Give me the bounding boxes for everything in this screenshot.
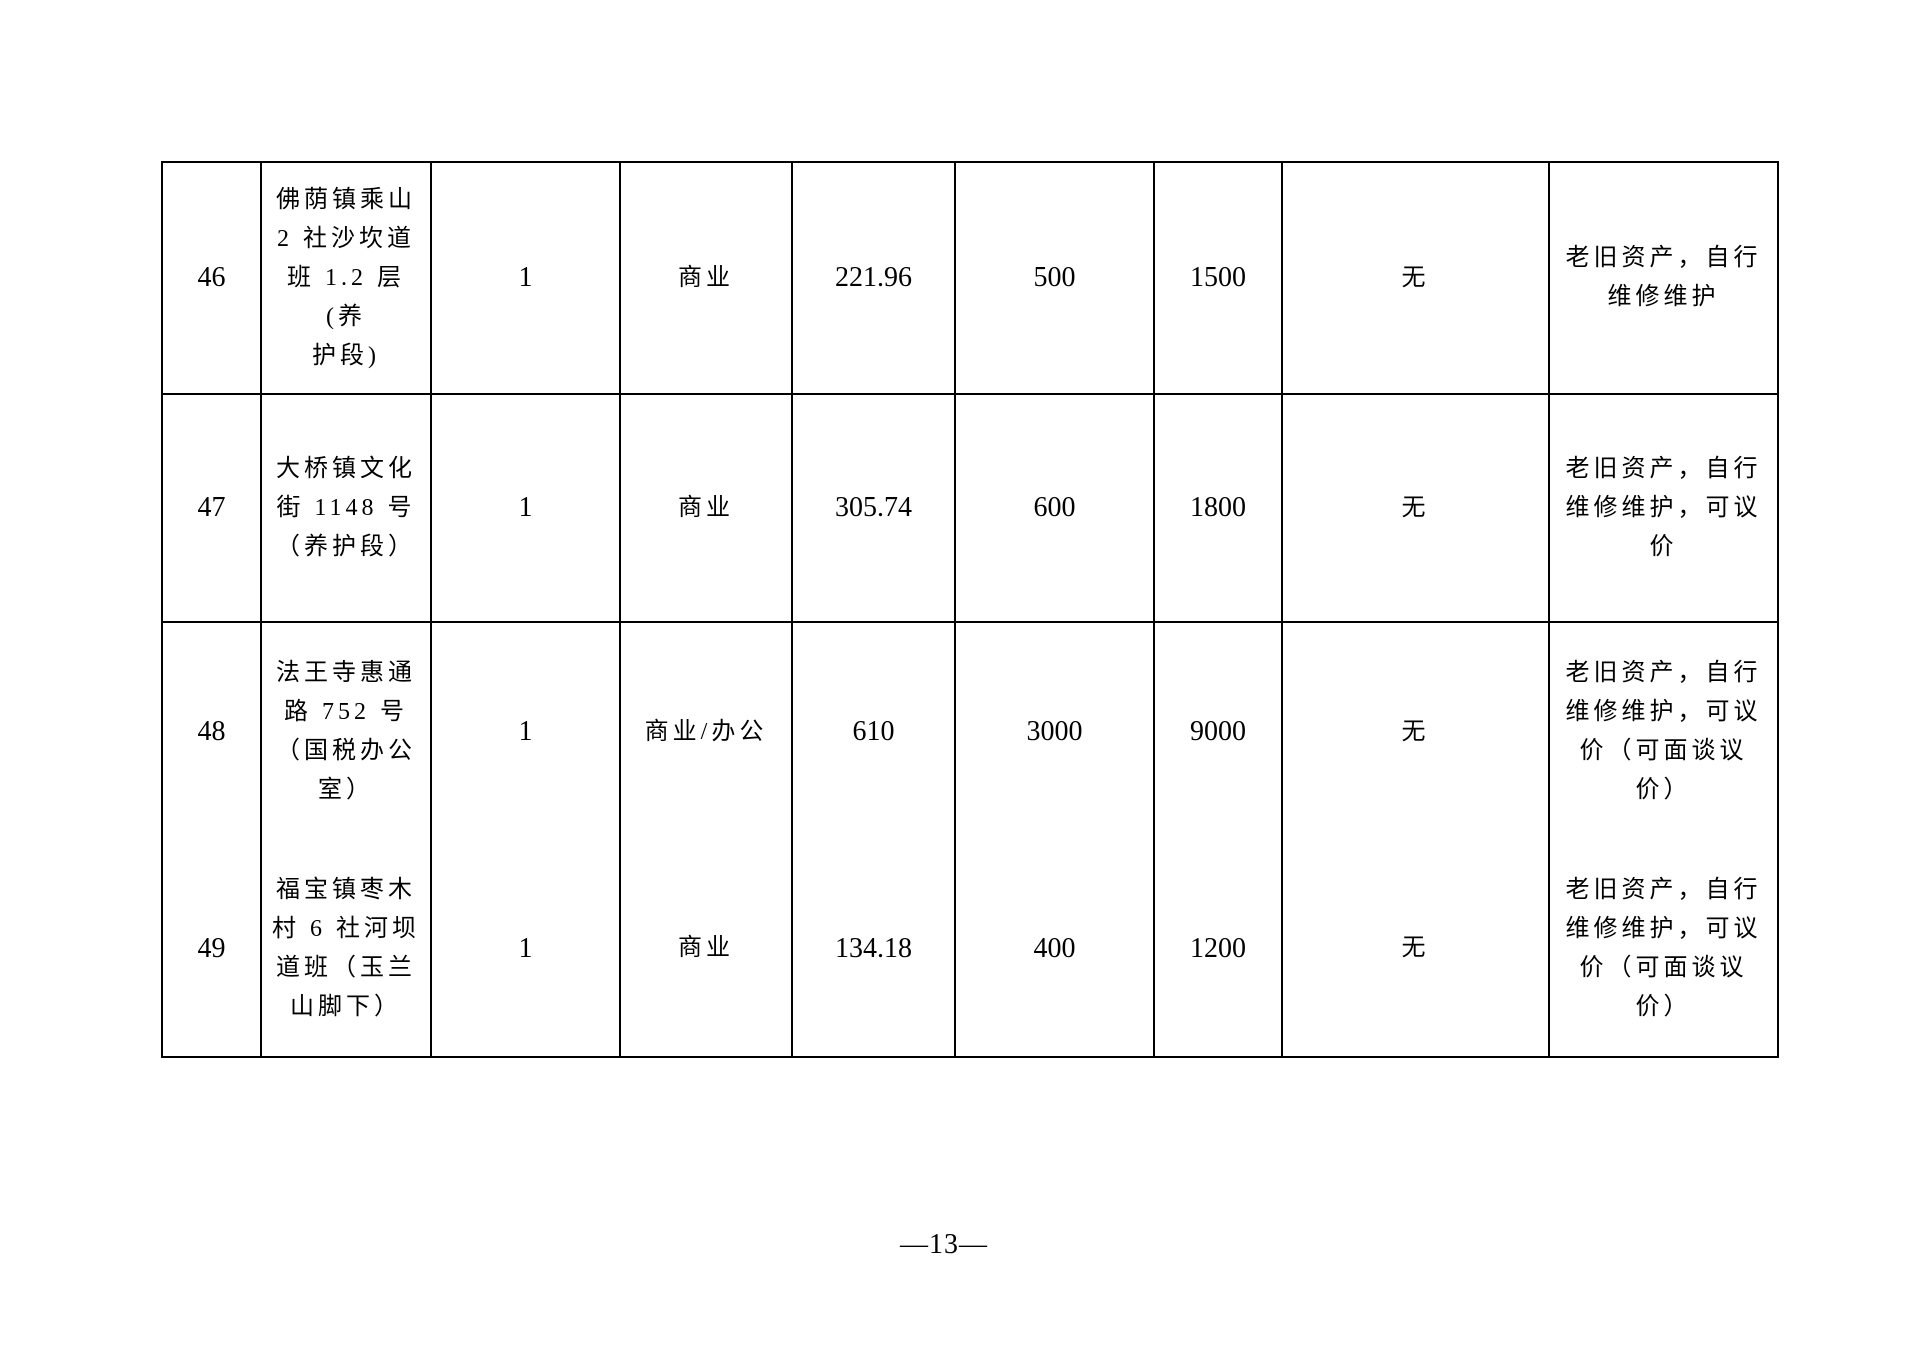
usage-cell: 商业	[619, 161, 793, 395]
extra-cell: 无	[1281, 840, 1550, 1058]
seq-cell: 48	[161, 621, 262, 841]
value2-cell: 1800	[1153, 393, 1283, 623]
name-cell: 大桥镇文化 街 1148 号 （养护段）	[260, 393, 432, 623]
value2-cell: 1200	[1153, 840, 1283, 1058]
remark-cell: 老旧资产，自行 维修维护，可议 价	[1548, 393, 1779, 623]
value2-cell: 9000	[1153, 621, 1283, 841]
table-row-47: 47 大桥镇文化 街 1148 号 （养护段） 1 商业 305.74 600 …	[161, 393, 1779, 623]
value2-cell: 1500	[1153, 161, 1283, 395]
seq-cell: 47	[161, 393, 262, 623]
area-cell: 610	[791, 621, 956, 841]
remark-cell: 老旧资产，自行 维修维护	[1548, 161, 1779, 395]
extra-cell: 无	[1281, 621, 1550, 841]
value1-cell: 3000	[954, 621, 1155, 841]
area-cell: 221.96	[791, 161, 956, 395]
remark-cell: 老旧资产，自行 维修维护，可议 价（可面谈议 价）	[1548, 621, 1779, 841]
seq-cell: 46	[161, 161, 262, 395]
extra-cell: 无	[1281, 161, 1550, 395]
name-cell: 法王寺惠通 路 752 号 （国税办公 室）	[260, 621, 432, 841]
area-cell: 305.74	[791, 393, 956, 623]
table-row-48: 48 法王寺惠通 路 752 号 （国税办公 室） 1 商业/办公 610 30…	[161, 621, 1779, 841]
table-row-46: 46 佛荫镇乘山 2 社沙坎道 班 1.2 层(养 护段) 1 商业 221.9…	[161, 161, 1779, 395]
qty-cell: 1	[430, 393, 621, 623]
name-cell: 福宝镇枣木 村 6 社河坝 道班（玉兰 山脚下）	[260, 840, 432, 1058]
asset-table: 46 佛荫镇乘山 2 社沙坎道 班 1.2 层(养 护段) 1 商业 221.9…	[161, 161, 1779, 1058]
qty-cell: 1	[430, 840, 621, 1058]
qty-cell: 1	[430, 621, 621, 841]
qty-cell: 1	[430, 161, 621, 395]
usage-cell: 商业/办公	[619, 621, 793, 841]
table-row-49: 49 福宝镇枣木 村 6 社河坝 道班（玉兰 山脚下） 1 商业 134.18 …	[161, 840, 1779, 1058]
value1-cell: 400	[954, 840, 1155, 1058]
area-cell: 134.18	[791, 840, 956, 1058]
value1-cell: 600	[954, 393, 1155, 623]
usage-cell: 商业	[619, 840, 793, 1058]
extra-cell: 无	[1281, 393, 1550, 623]
remark-cell: 老旧资产，自行 维修维护，可议 价（可面谈议 价）	[1548, 840, 1779, 1058]
seq-cell: 49	[161, 840, 262, 1058]
value1-cell: 500	[954, 161, 1155, 395]
name-cell: 佛荫镇乘山 2 社沙坎道 班 1.2 层(养 护段)	[260, 161, 432, 395]
page-number: —13—	[900, 1229, 988, 1260]
usage-cell: 商业	[619, 393, 793, 623]
